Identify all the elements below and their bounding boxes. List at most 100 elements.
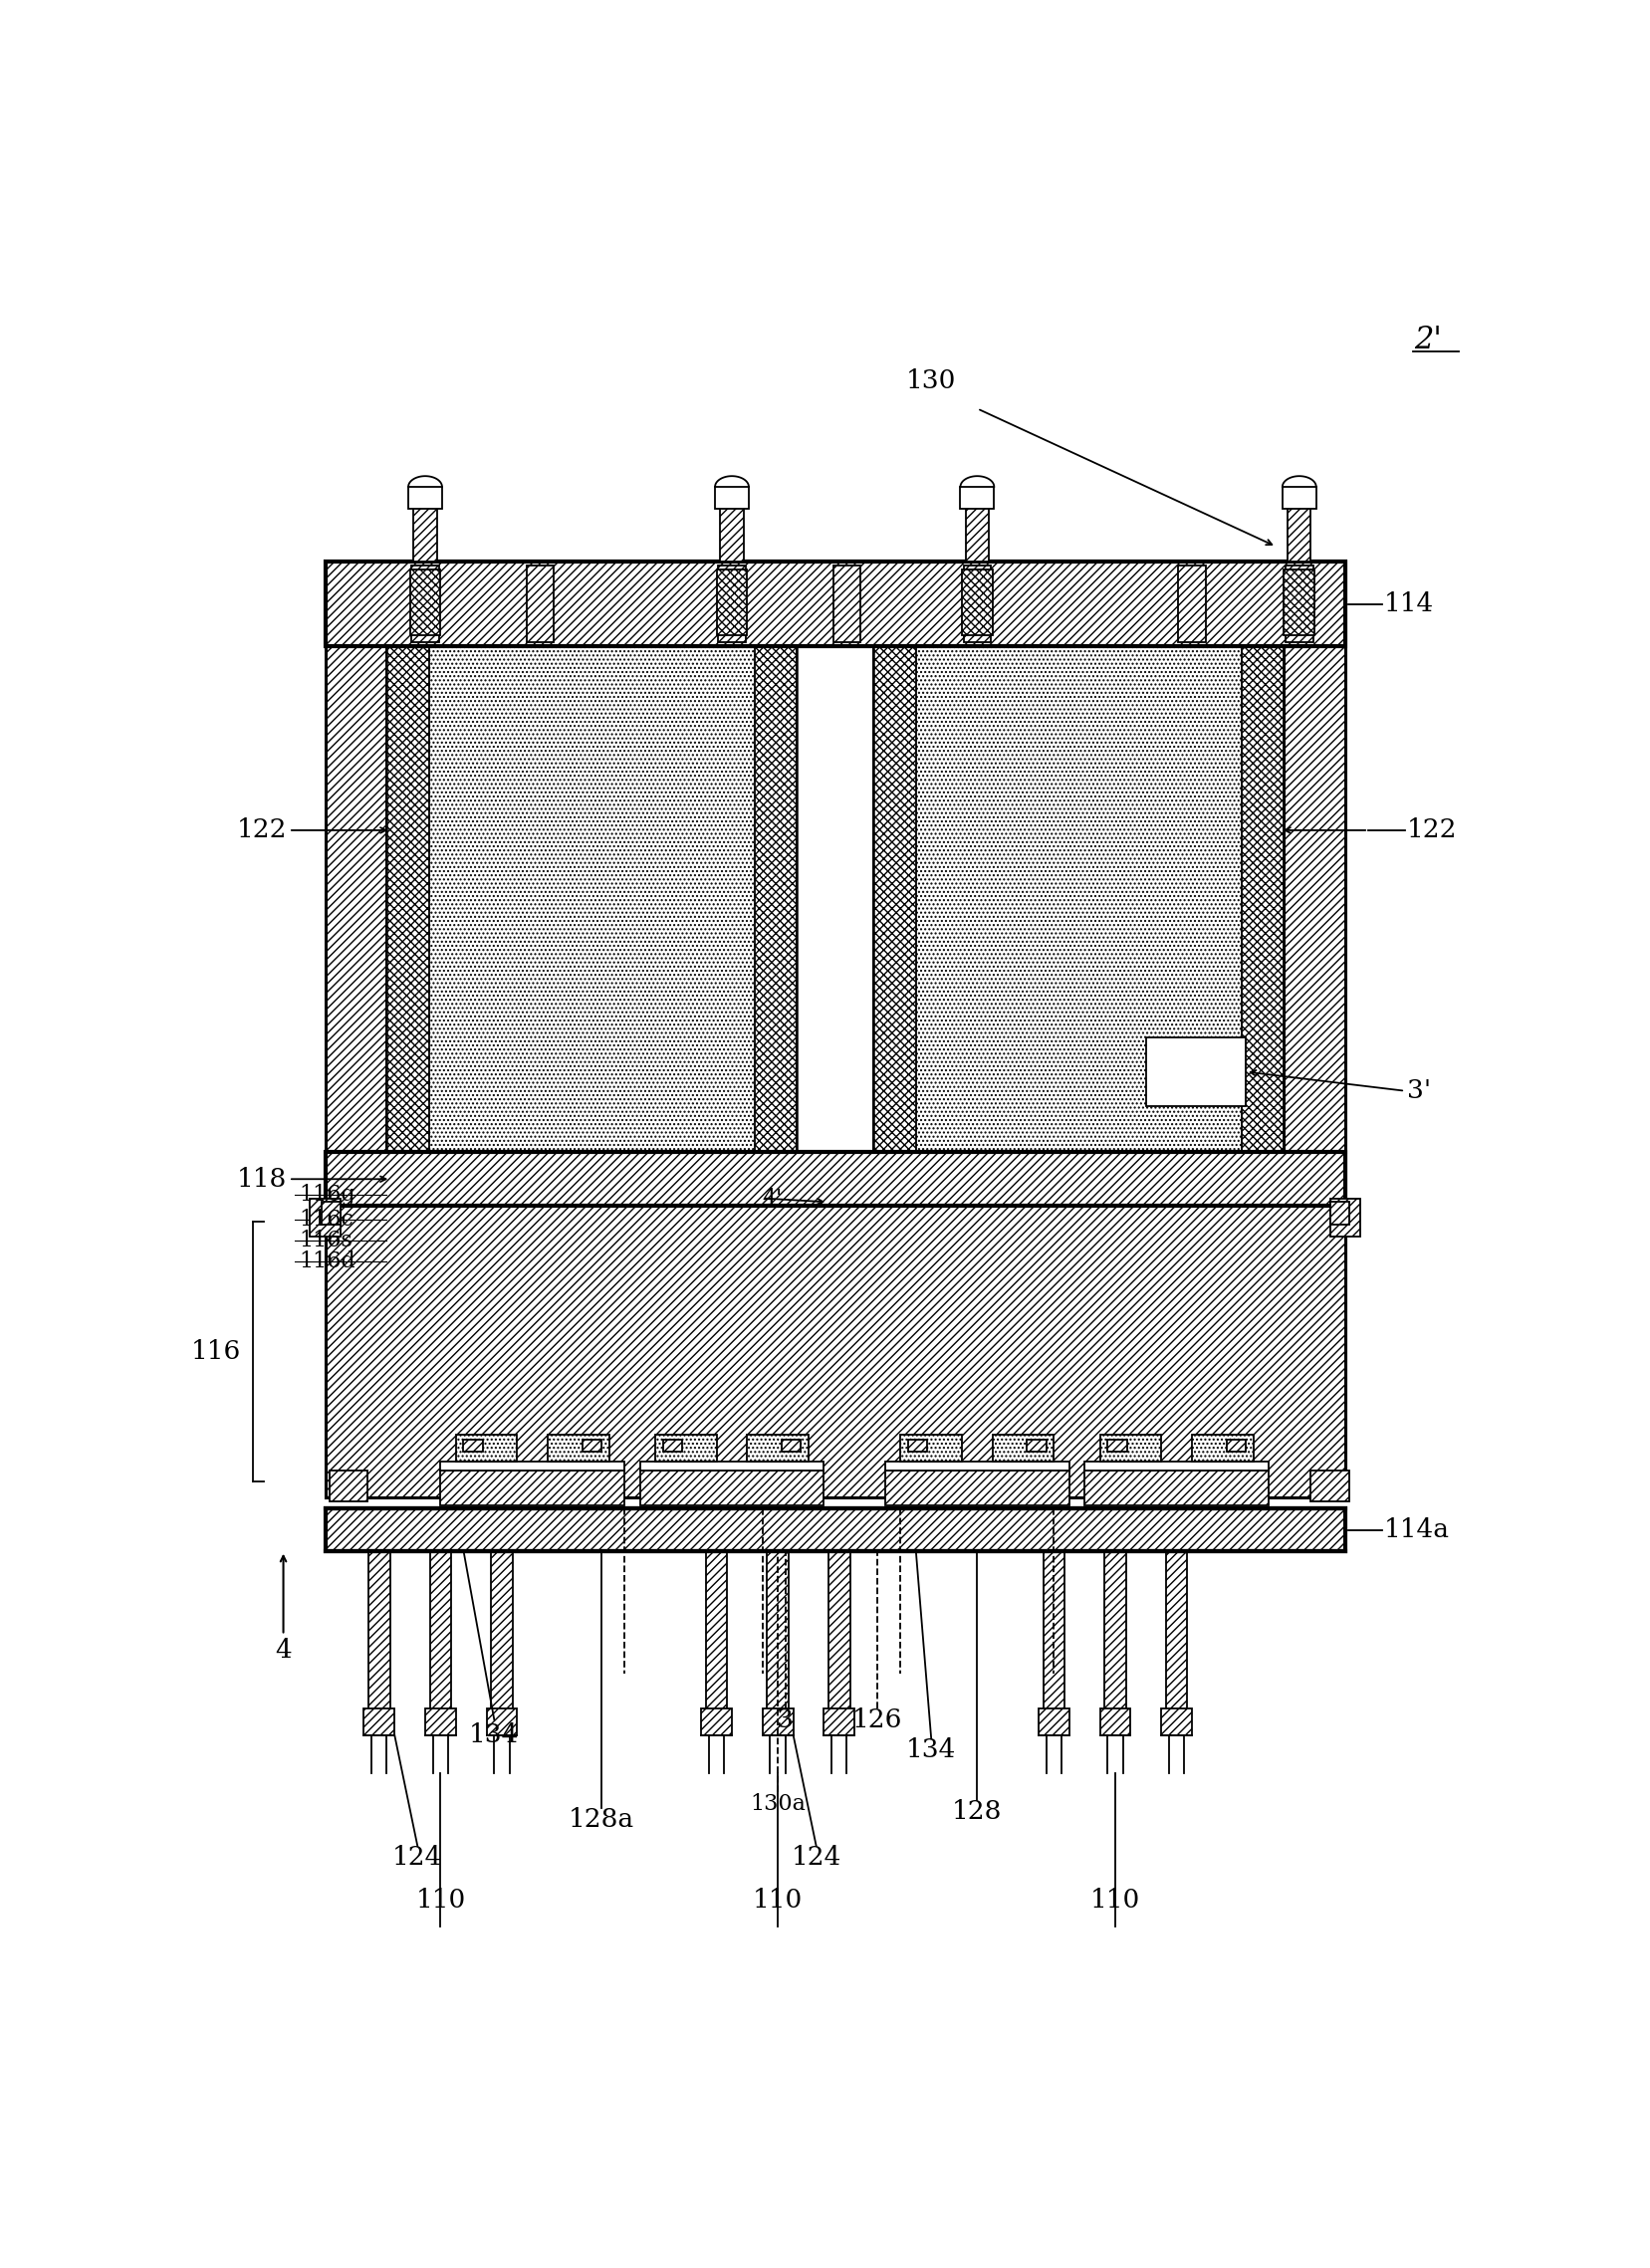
Bar (414, 503, 437, 562)
Text: 122: 122 (236, 819, 287, 844)
Bar (767, 1551, 789, 1712)
Text: 134: 134 (906, 1737, 955, 1762)
Bar (718, 565, 746, 642)
Bar (1330, 1202, 1348, 1225)
Text: 128: 128 (952, 1799, 1002, 1823)
Bar (1226, 1440, 1244, 1452)
Bar (409, 569, 441, 635)
Bar (1282, 488, 1315, 508)
Bar (1165, 1551, 1186, 1712)
Bar (1284, 562, 1345, 1152)
Bar (908, 1440, 927, 1452)
Bar (441, 1461, 624, 1470)
Bar (441, 1470, 624, 1506)
Text: 126: 126 (851, 1708, 903, 1733)
Bar (490, 1551, 512, 1712)
Bar (582, 1440, 601, 1452)
Bar (1026, 1440, 1046, 1452)
Bar (487, 1708, 516, 1735)
Text: 110: 110 (1089, 1887, 1140, 1912)
Bar (1084, 1470, 1267, 1506)
Bar (640, 1461, 823, 1470)
Bar (714, 488, 749, 508)
Bar (962, 569, 992, 635)
Bar (325, 562, 1345, 646)
Bar (828, 1551, 850, 1712)
Text: 128a: 128a (568, 1808, 634, 1833)
Bar (1160, 1708, 1191, 1735)
Bar (706, 1551, 728, 1712)
Bar (1178, 565, 1204, 642)
Bar (548, 1433, 609, 1461)
Bar (1084, 1461, 1267, 1470)
Bar (1107, 1440, 1125, 1452)
Bar (964, 565, 990, 642)
Bar (386, 646, 429, 1152)
Bar (823, 1708, 855, 1735)
Bar (1284, 1152, 1345, 1497)
Bar (873, 646, 916, 1152)
Bar (526, 565, 554, 642)
Text: 116g: 116g (299, 1184, 355, 1204)
Bar (368, 1551, 389, 1712)
Bar (1104, 1551, 1125, 1712)
Bar (1310, 1470, 1348, 1501)
Text: 116s: 116s (299, 1229, 351, 1252)
Bar (754, 646, 797, 1152)
Bar (1285, 565, 1312, 642)
Bar (701, 1708, 731, 1735)
Text: 116: 116 (191, 1338, 241, 1363)
Text: 110: 110 (416, 1887, 465, 1912)
Bar (780, 1440, 800, 1452)
Text: 134: 134 (469, 1721, 520, 1746)
Bar (1099, 1708, 1130, 1735)
Text: 130a: 130a (749, 1794, 805, 1814)
Bar (325, 1207, 1345, 1497)
Bar (965, 503, 988, 562)
Bar (747, 1433, 808, 1461)
Text: 118: 118 (238, 1166, 287, 1191)
Text: 116c: 116c (299, 1209, 353, 1232)
Bar (833, 565, 860, 642)
Bar (1330, 1198, 1360, 1236)
Bar (1284, 569, 1313, 635)
Text: 124: 124 (790, 1846, 842, 1871)
Bar (325, 562, 386, 1152)
Bar (884, 1470, 1069, 1506)
Text: 2': 2' (1414, 324, 1440, 356)
Bar (1287, 503, 1310, 562)
Bar (464, 1440, 482, 1452)
Bar (719, 503, 742, 562)
Text: 114a: 114a (1383, 1517, 1449, 1542)
Bar (899, 1433, 962, 1461)
Bar (386, 646, 797, 1152)
Bar (411, 565, 439, 642)
Bar (363, 1708, 394, 1735)
Text: 110: 110 (752, 1887, 802, 1912)
Text: 4: 4 (276, 1637, 292, 1662)
Bar (655, 1433, 716, 1461)
Text: 114: 114 (1383, 592, 1432, 617)
Bar (328, 1470, 368, 1501)
Bar (663, 1440, 681, 1452)
Bar (1038, 1708, 1069, 1735)
Bar (325, 1508, 1345, 1551)
Bar (429, 1551, 450, 1712)
Bar (873, 646, 1284, 1152)
Bar (960, 488, 993, 508)
Bar (884, 1461, 1069, 1470)
Bar (1145, 1036, 1244, 1107)
Bar (1241, 646, 1284, 1152)
Bar (426, 1708, 455, 1735)
Bar (762, 1708, 792, 1735)
Bar (640, 1470, 823, 1506)
Text: 122: 122 (1406, 819, 1455, 844)
Bar (1191, 1433, 1252, 1461)
Bar (716, 569, 747, 635)
Text: 130: 130 (906, 367, 955, 392)
Bar (325, 1152, 1345, 1207)
Bar (310, 1198, 340, 1236)
Text: 3': 3' (1406, 1080, 1431, 1102)
Bar (1099, 1433, 1160, 1461)
Bar (408, 488, 442, 508)
